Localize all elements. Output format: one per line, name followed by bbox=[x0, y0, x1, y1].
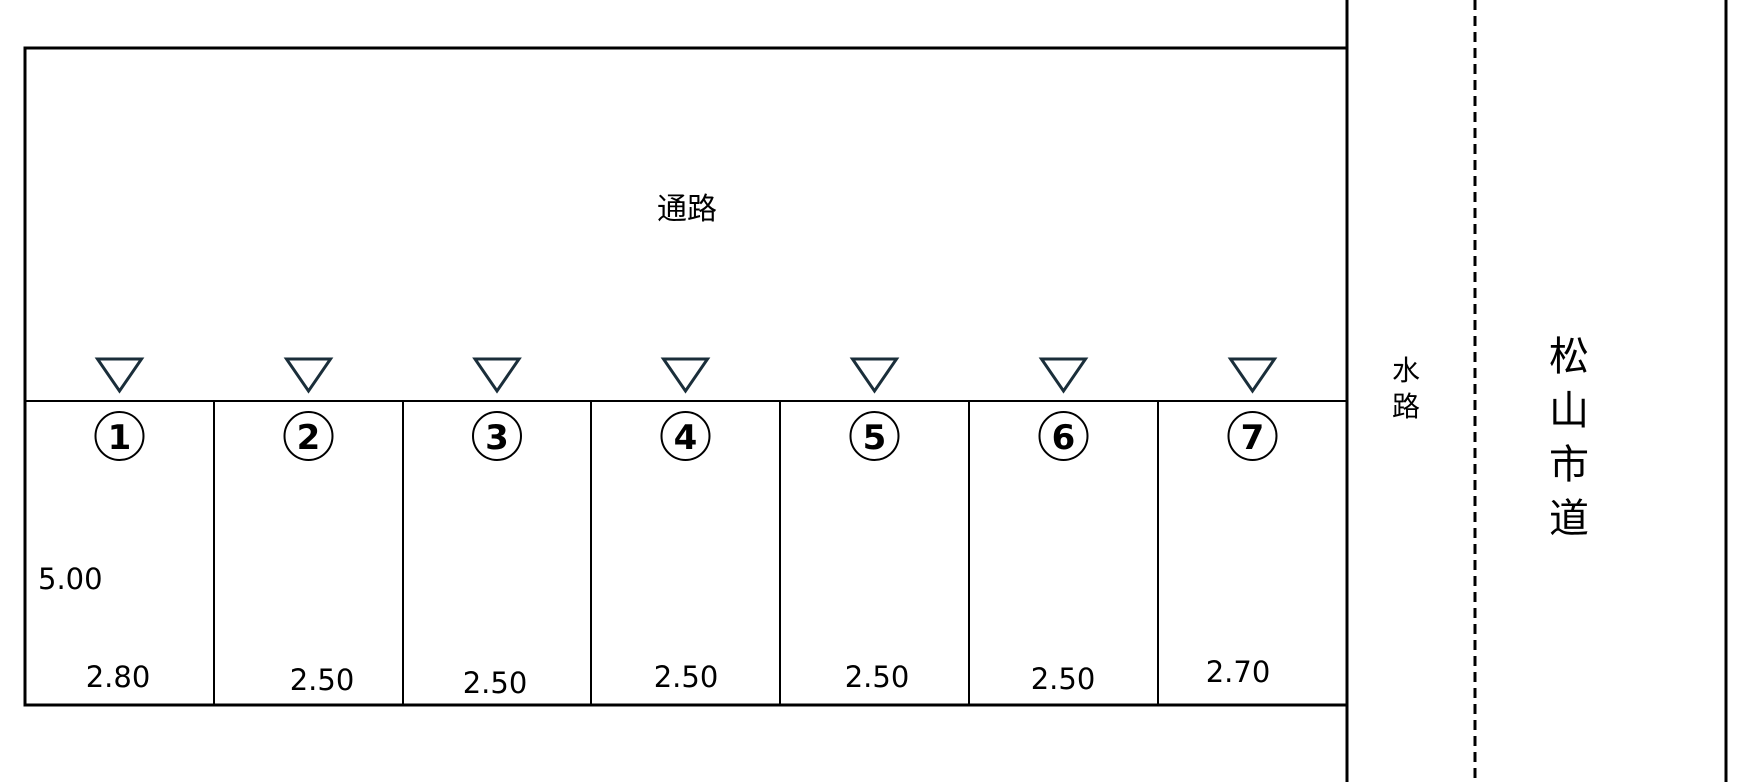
passage-label: 通路 bbox=[657, 192, 717, 227]
road-label-4: 道 bbox=[1549, 496, 1589, 542]
lot-number-circle bbox=[94, 411, 145, 461]
entrance-triangle-icon bbox=[94, 357, 145, 394]
entrance-triangle-icon bbox=[660, 357, 711, 394]
entrance-triangle-icon bbox=[1227, 357, 1278, 394]
lot-number: 3 bbox=[485, 418, 509, 458]
lot-number: 4 bbox=[674, 418, 698, 458]
lot-number: 5 bbox=[863, 418, 887, 458]
entrance-triangle-icon bbox=[1038, 357, 1089, 394]
depth-dimension: 5.00 bbox=[38, 562, 103, 596]
lot-row: 1 2.80 2 2.50 3 2.50 4 2.50 5 2.50 6 2.50 7 2.70 bbox=[86, 357, 1278, 705]
lot-width-dimension: 2.50 bbox=[1031, 662, 1096, 696]
lot-number-circle bbox=[849, 411, 900, 461]
road-label-3: 市 bbox=[1549, 442, 1589, 488]
entrance-triangle-icon bbox=[472, 357, 522, 394]
lot-number: 2 bbox=[297, 418, 321, 458]
lot-number: 7 bbox=[1241, 418, 1265, 458]
lot-number-circle bbox=[1038, 411, 1089, 461]
site-outline bbox=[23, 46, 1349, 707]
entrance-triangle-icon bbox=[849, 357, 900, 394]
entrance-triangle-icon bbox=[283, 357, 334, 394]
waterway-label-2: 路 bbox=[1392, 390, 1420, 423]
lot-width-dimension: 2.50 bbox=[845, 660, 910, 694]
lot-width-dimension: 2.70 bbox=[1206, 655, 1271, 689]
lot-width-dimension: 2.50 bbox=[654, 660, 719, 694]
lot-number-circle bbox=[283, 411, 334, 461]
lot-number-circle bbox=[1227, 411, 1278, 461]
lot-number: 1 bbox=[108, 418, 132, 458]
lot-width-dimension: 2.50 bbox=[290, 663, 355, 697]
lot-number: 6 bbox=[1052, 418, 1076, 458]
road-label-1: 松 bbox=[1549, 334, 1589, 380]
waterway-label-1: 水 bbox=[1392, 354, 1420, 387]
road-label-2: 山 bbox=[1549, 388, 1589, 434]
lot-number-circle bbox=[660, 411, 711, 461]
lot-width-dimension: 2.50 bbox=[463, 666, 528, 700]
lot-number-circle bbox=[472, 411, 522, 461]
lot-width-dimension: 2.80 bbox=[86, 660, 151, 694]
